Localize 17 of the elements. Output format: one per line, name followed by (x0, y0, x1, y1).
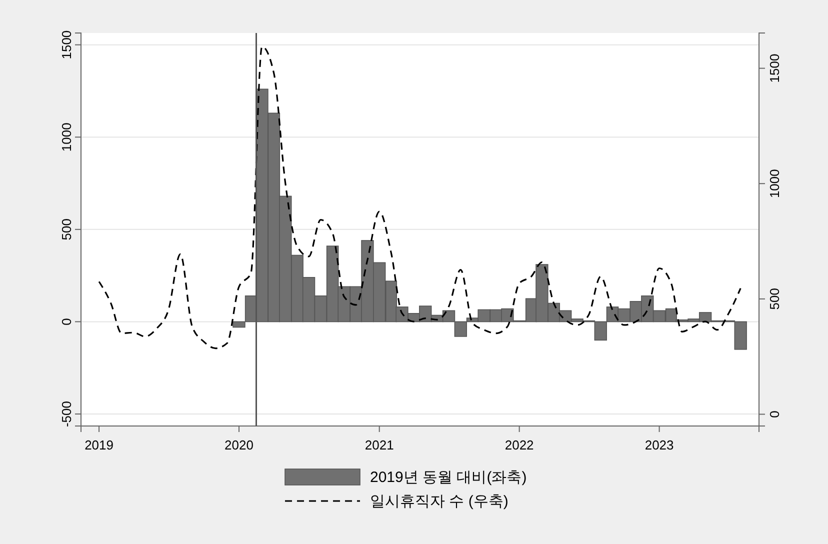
y2-tick-label: 1500 (767, 54, 782, 83)
y-tick-label: -500 (59, 400, 74, 428)
line-series (98, 46, 742, 350)
x-tick-label: 2023 (644, 437, 674, 452)
legend-label: 일시휴직자 수 (우축) (370, 493, 508, 510)
y-tick-label: 0 (59, 318, 74, 326)
y-tick-label: 1000 (59, 122, 74, 152)
legend-label: 2019년 동월 대비(좌축) (370, 469, 527, 486)
x-tick-label: 2022 (504, 437, 534, 452)
y-tick-label: 1500 (59, 30, 74, 60)
y2-tick-label: 0 (767, 410, 782, 418)
x-tick-label: 2021 (364, 437, 394, 452)
y-tick-label: 500 (59, 218, 74, 240)
y2-tick-label: 500 (767, 288, 782, 310)
x-tick-label: 2019 (84, 437, 114, 452)
y2-tick-label: 1000 (767, 169, 782, 198)
x-tick-label: 2020 (224, 437, 254, 452)
